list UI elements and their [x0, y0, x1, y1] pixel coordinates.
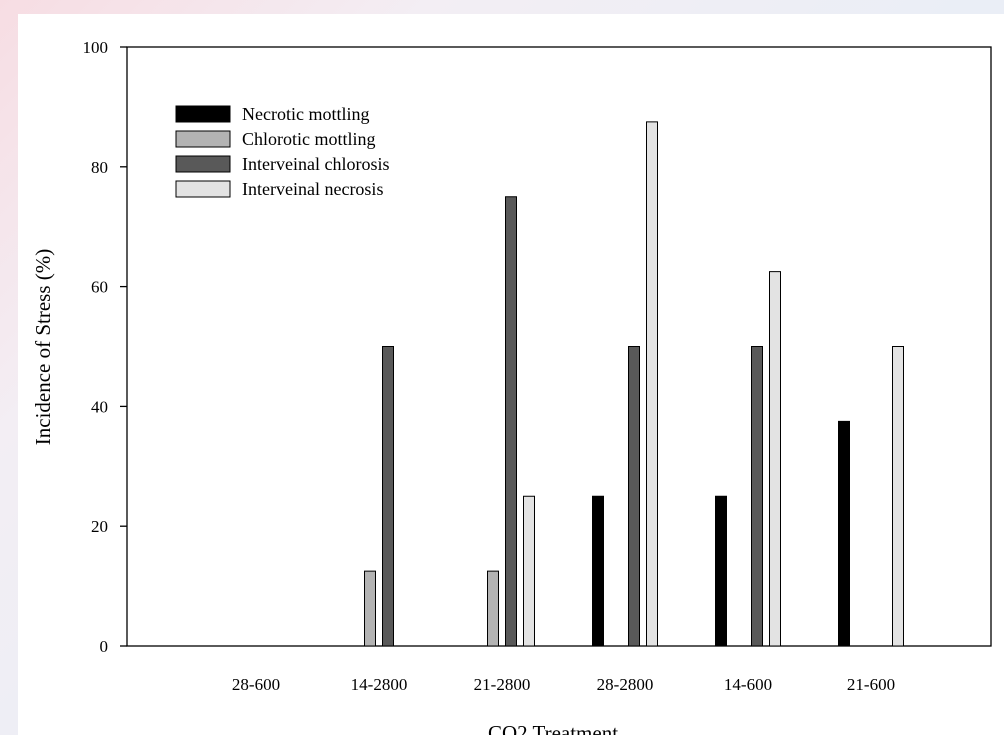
legend-label: Necrotic mottling: [242, 104, 369, 124]
bar: [364, 570, 376, 647]
y-tick-label: 60: [91, 278, 108, 297]
x-tick-label: 28-600: [232, 675, 280, 694]
bar: [838, 420, 850, 647]
x-axis-title: CO2 Treatment: [488, 721, 618, 735]
y-tick-label: 100: [83, 38, 109, 57]
legend-label: Interveinal necrosis: [242, 179, 383, 199]
bar: [382, 346, 394, 647]
legend-swatch: [175, 130, 231, 148]
legend: Necrotic mottling Chlorotic mottling Inter…: [175, 104, 389, 199]
y-tick-label: 0: [100, 637, 109, 656]
legend-swatch: [175, 180, 231, 198]
bar: [769, 271, 781, 647]
x-tick-label: 14-600: [724, 675, 772, 694]
y-axis-title: Incidence of Stress (%): [31, 249, 55, 446]
plot-frame: [126, 46, 992, 647]
x-axis-tick-labels: 28-600 14-2800 21-2800 28-2800 14-600 21-600: [232, 675, 895, 694]
bar: [646, 121, 658, 647]
bar: [892, 346, 904, 647]
plot-frame-rect: [126, 46, 992, 647]
bar: [751, 346, 763, 647]
x-tick-label: 14-2800: [351, 675, 408, 694]
x-tick-label: 21-2800: [474, 675, 531, 694]
y-tick-label: 80: [91, 158, 108, 177]
x-tick-label: 21-600: [847, 675, 895, 694]
y-tick-label: 40: [91, 397, 108, 416]
bars: [364, 121, 904, 647]
bar: [487, 570, 499, 647]
legend-label: Interveinal chlorosis: [242, 154, 389, 174]
legend-swatch: [175, 105, 231, 123]
x-tick-label: 28-2800: [597, 675, 654, 694]
bar: [505, 196, 517, 647]
bar: [715, 495, 727, 647]
legend-swatch: [175, 155, 231, 173]
bar: [592, 495, 604, 647]
bar: [628, 346, 640, 647]
y-tick-label: 20: [91, 517, 108, 536]
legend-label: Chlorotic mottling: [242, 129, 376, 149]
y-axis-ticks: 0 20 40 60 80 100: [83, 38, 127, 656]
bar: [523, 495, 535, 647]
